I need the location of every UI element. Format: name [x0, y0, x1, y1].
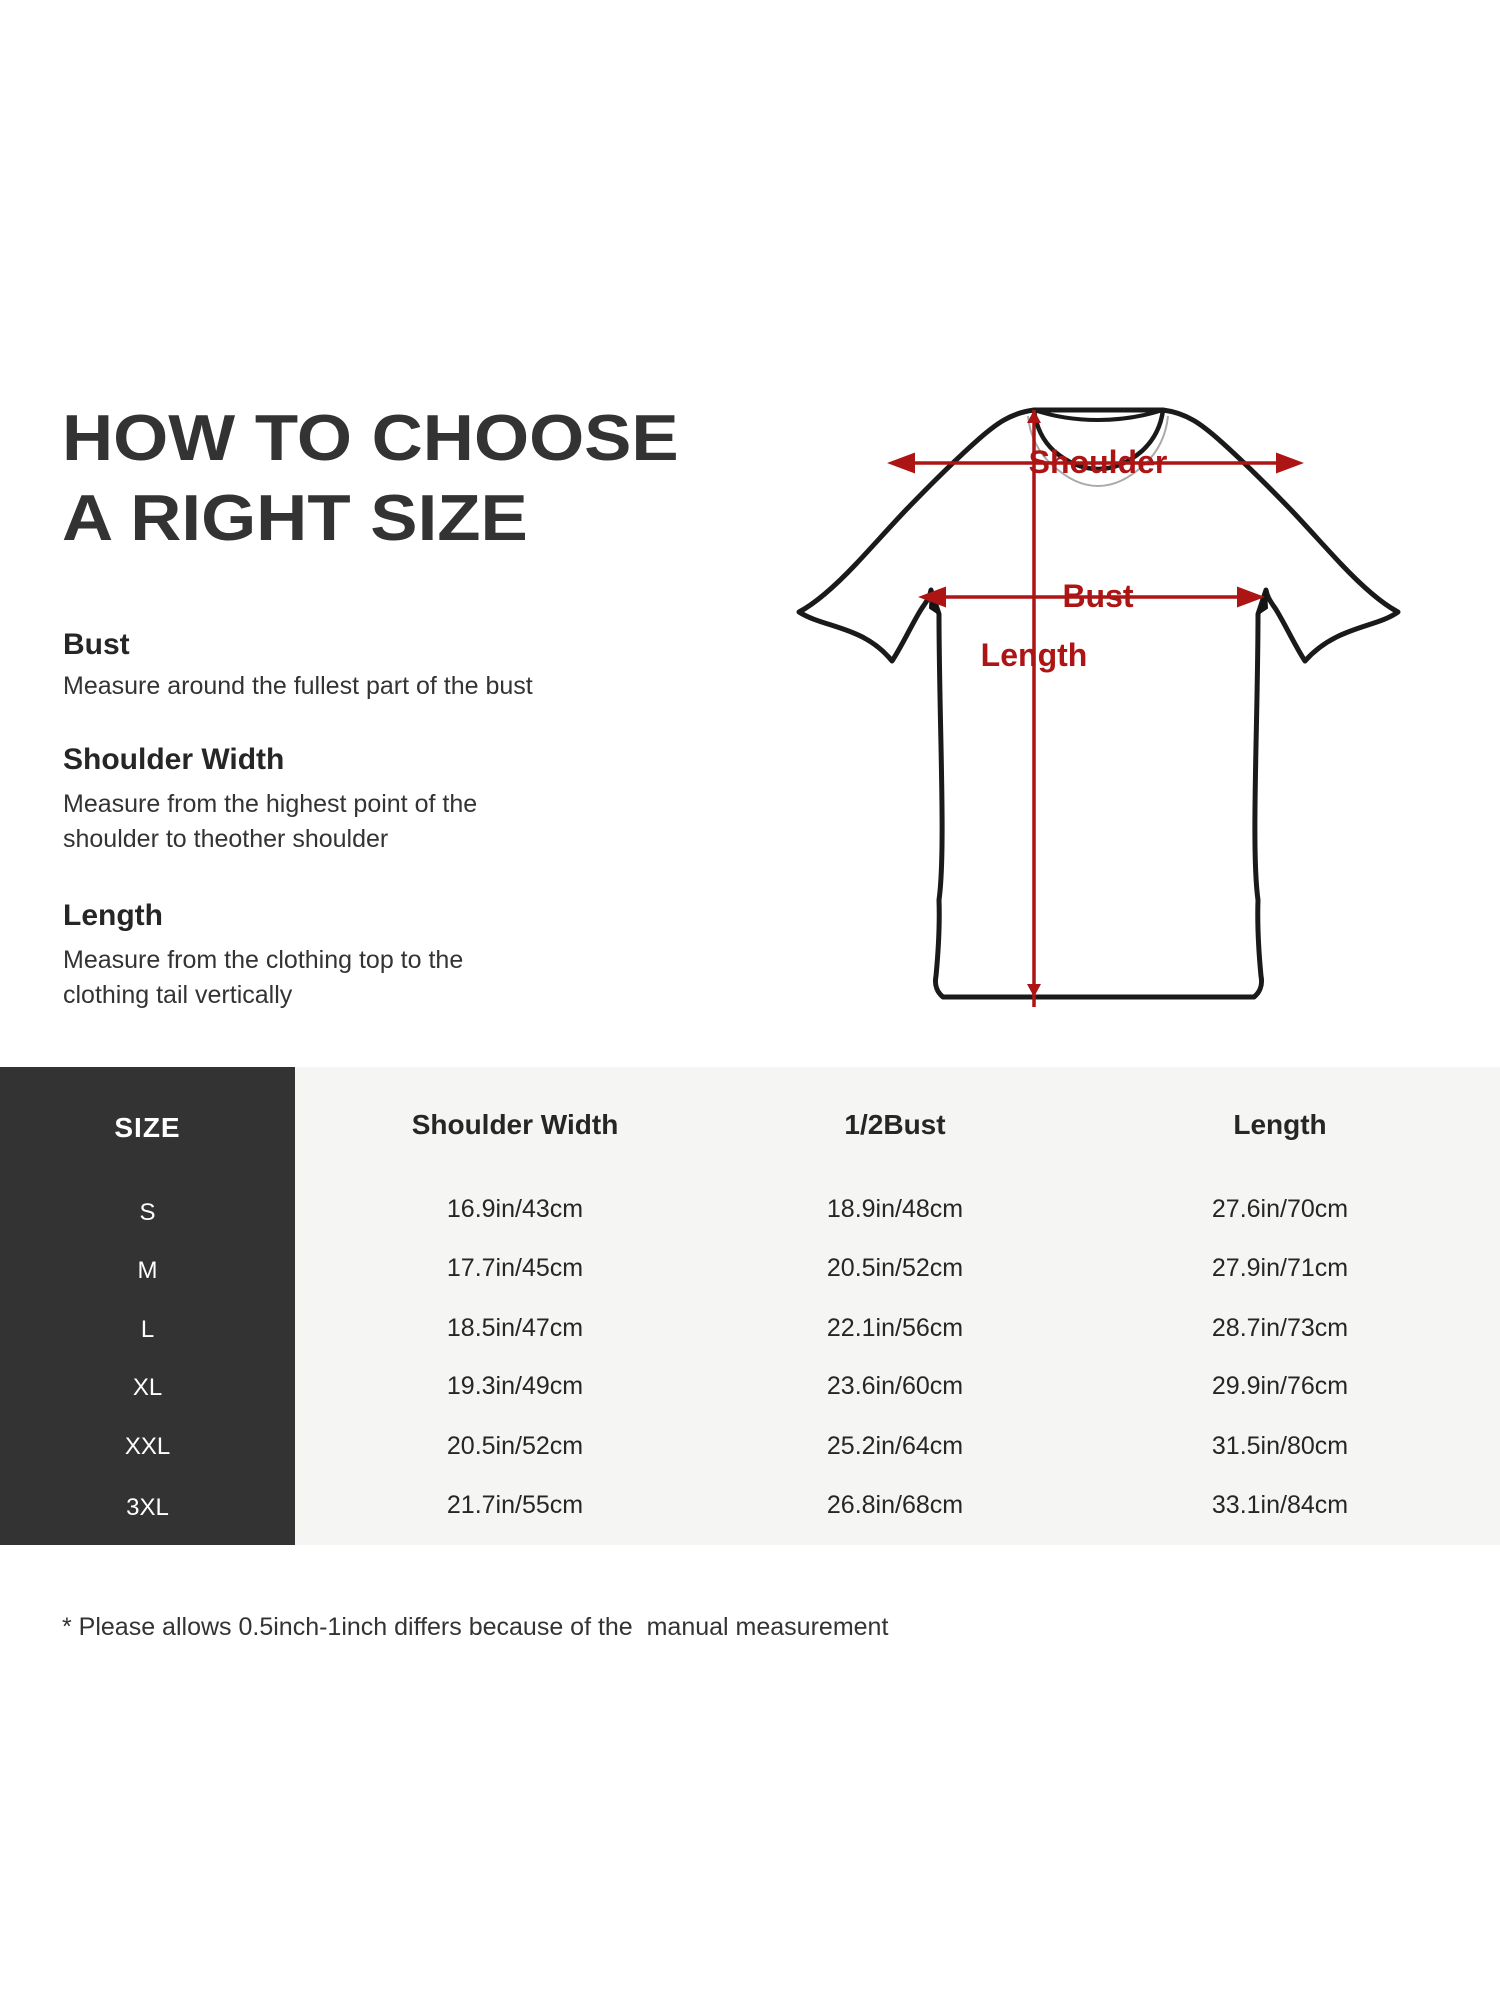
svg-text:Length: Length — [981, 637, 1088, 673]
svg-text:Shoulder: Shoulder — [1029, 444, 1168, 480]
svg-text:Bust: Bust — [1062, 578, 1133, 614]
